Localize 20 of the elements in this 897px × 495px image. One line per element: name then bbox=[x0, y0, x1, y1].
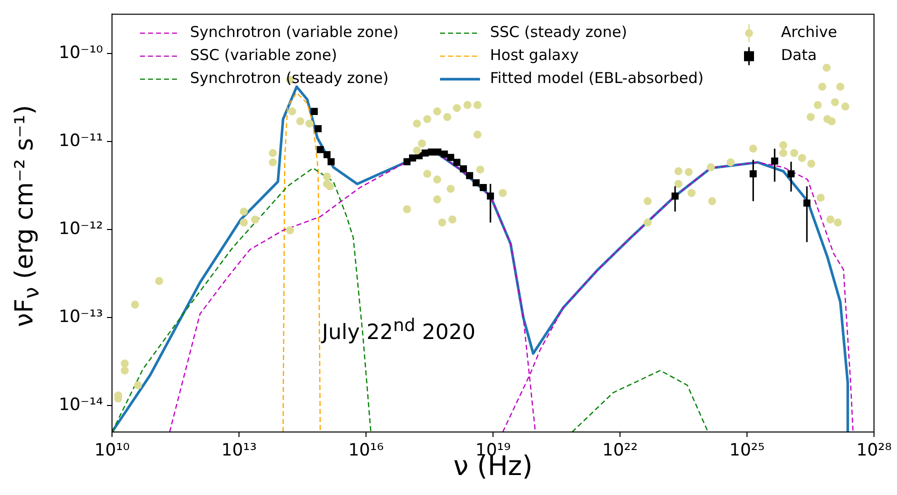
y-tick-label: 10⁻¹² bbox=[58, 218, 103, 239]
x-tick-label: 10¹⁰ bbox=[94, 440, 130, 461]
x-tick-label: 10¹³ bbox=[221, 440, 257, 461]
y-tick-label: 10⁻¹⁰ bbox=[58, 42, 104, 63]
x-tick-label: 10¹⁶ bbox=[348, 440, 384, 461]
legend-label: Data bbox=[781, 46, 817, 64]
y-tick-label: 10⁻¹⁴ bbox=[58, 394, 104, 415]
x-tick-label: 10²⁸ bbox=[856, 440, 892, 461]
y-tick-label: 10⁻¹¹ bbox=[58, 130, 103, 151]
legend-label: Synchrotron (steady zone) bbox=[190, 69, 389, 88]
legend-label: Archive bbox=[781, 23, 838, 42]
legend-label: SSC (variable zone) bbox=[190, 46, 338, 64]
x-tick-label: 10²² bbox=[602, 440, 638, 461]
legend-label: SSC (steady zone) bbox=[490, 23, 628, 42]
legend-label: Synchrotron (variable zone) bbox=[190, 23, 399, 42]
legend-label: Host galaxy bbox=[490, 46, 579, 64]
legend-label: Fitted model (EBL-absorbed) bbox=[490, 69, 704, 88]
annotation: July 22$^{nd}$ 2020 bbox=[322, 316, 476, 344]
y-tick-label: 10⁻¹³ bbox=[58, 306, 103, 327]
x-tick-label: 10²⁵ bbox=[729, 440, 765, 461]
